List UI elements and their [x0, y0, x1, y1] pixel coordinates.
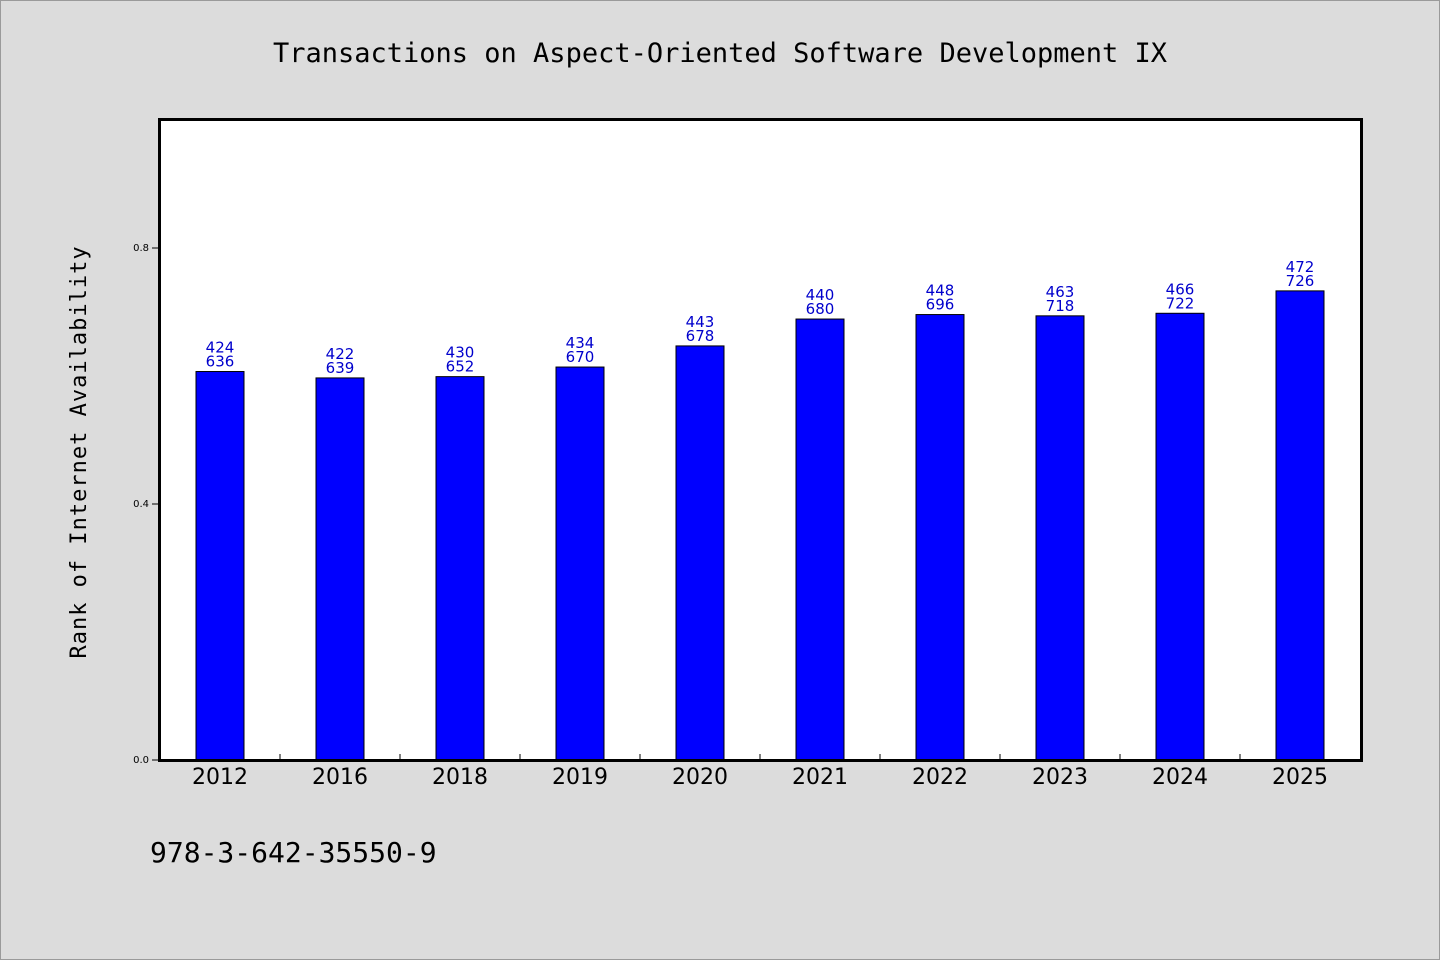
data-label-top-2024: 466	[1166, 280, 1195, 298]
data-label-top-2020: 443	[686, 313, 715, 331]
x-tick-label-2025: 2025	[1272, 765, 1328, 790]
x-tick-label-2021: 2021	[792, 765, 848, 790]
data-label-top-2021: 440	[806, 286, 835, 304]
bars-layer	[195, 290, 1325, 761]
data-label-bottom-2016: 639	[326, 359, 355, 377]
data-label-top-2016: 422	[326, 345, 355, 363]
data-label-bottom-2018: 652	[446, 358, 475, 376]
data-label-bottom-2019: 670	[566, 348, 595, 366]
bar-2023	[1035, 315, 1085, 761]
bar-2016	[315, 377, 365, 761]
bar-2018	[435, 376, 485, 761]
y-tick-label-0.4: 0.4	[133, 499, 149, 510]
axes-layer: 2012 2016 2018 2019 2020 2021 2022 2023 2024 2025…	[133, 243, 1328, 790]
x-tick-label-2023: 2023	[1032, 765, 1088, 790]
x-tick-label-2019: 2019	[552, 765, 608, 790]
y-tick-label-0.8: 0.8	[133, 243, 149, 254]
data-label-bottom-2022: 696	[926, 296, 955, 314]
bar-2025	[1275, 290, 1325, 761]
data-label-bottom-2012: 636	[206, 353, 235, 371]
data-label-top-2023: 463	[1046, 283, 1075, 301]
data-label-top-2012: 424	[206, 339, 235, 357]
y-axis-label: Rank of Internet Availability	[67, 245, 92, 658]
x-tick-label-2024: 2024	[1152, 765, 1208, 790]
bar-2019	[555, 366, 605, 761]
data-label-bottom-2025: 726	[1286, 272, 1315, 290]
data-label-bottom-2021: 680	[806, 300, 835, 318]
x-tick-label-2022: 2022	[912, 765, 968, 790]
x-tick-label-2016: 2016	[312, 765, 368, 790]
data-label-top-2022: 448	[926, 282, 955, 300]
bar-2012	[195, 371, 245, 761]
data-label-top-2018: 430	[446, 344, 475, 362]
x-tick-label-2020: 2020	[672, 765, 728, 790]
footnote-isbn: 978-3-642-35550-9	[150, 836, 437, 869]
y-tick-label-0.0: 0.0	[133, 755, 149, 766]
data-label-bottom-2023: 718	[1046, 297, 1075, 315]
data-label-top-2025: 472	[1286, 258, 1315, 276]
bar-2024	[1155, 312, 1205, 761]
chart-title: Transactions on Aspect-Oriented Software…	[273, 38, 1167, 69]
data-label-bottom-2020: 678	[686, 327, 715, 345]
plot-border	[158, 118, 1363, 762]
bar-2021	[795, 318, 845, 761]
x-tick-label-2012: 2012	[192, 765, 248, 790]
bar-2020	[675, 345, 725, 761]
x-tick-label-2018: 2018	[432, 765, 488, 790]
bar-2022	[915, 314, 965, 761]
data-label-bottom-2024: 722	[1166, 294, 1195, 312]
data-label-top-2019: 434	[566, 334, 595, 352]
